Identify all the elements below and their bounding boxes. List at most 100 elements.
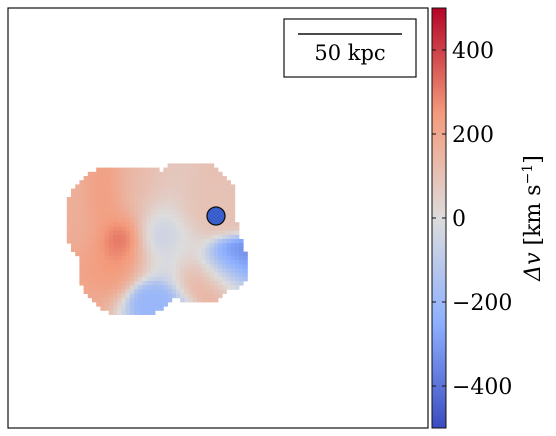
velocity-pixel	[92, 264, 97, 269]
velocity-pixel	[96, 167, 101, 173]
velocity-pixel	[176, 260, 181, 265]
velocity-pixel	[100, 281, 105, 286]
velocity-pixel	[104, 264, 110, 269]
velocity-pixel	[230, 222, 236, 227]
velocity-pixel	[171, 167, 177, 173]
velocity-pixel	[138, 234, 143, 240]
velocity-pixel	[79, 281, 84, 286]
velocity-pixel	[83, 230, 89, 236]
velocity-pixel	[108, 167, 114, 173]
velocity-pixel	[83, 234, 89, 240]
velocity-pixel	[138, 184, 143, 189]
velocity-pixel	[117, 201, 122, 206]
velocity-pixel	[121, 285, 126, 290]
velocity-pixel	[117, 230, 122, 236]
velocity-pixel	[108, 310, 114, 315]
velocity-pixel	[159, 218, 164, 223]
velocity-pixel	[213, 201, 219, 206]
velocity-pixel	[201, 171, 206, 177]
velocity-pixel	[129, 243, 135, 248]
velocity-pixel	[113, 197, 118, 202]
velocity-pixel	[129, 197, 135, 202]
velocity-pixel	[71, 247, 76, 252]
velocity-pixel	[79, 247, 84, 252]
velocity-pixel	[188, 272, 194, 278]
velocity-pixel	[113, 264, 118, 269]
velocity-pixel	[121, 209, 126, 215]
colorbar-label-exponent: −1	[520, 164, 536, 185]
velocity-pixel	[79, 201, 84, 206]
velocity-pixel	[180, 289, 185, 294]
velocity-pixel	[167, 289, 173, 294]
velocity-pixel	[192, 192, 198, 198]
velocity-pixel	[150, 272, 156, 278]
colorbar-tick-label: −400	[452, 375, 512, 400]
velocity-pixel	[201, 176, 206, 181]
velocity-pixel	[226, 197, 231, 202]
velocity-pixel	[113, 213, 118, 219]
velocity-pixel	[108, 281, 114, 286]
velocity-pixel	[125, 234, 131, 240]
velocity-pixel	[142, 205, 147, 210]
velocity-pixel	[83, 272, 89, 278]
velocity-pixel	[159, 251, 164, 257]
velocity-pixel	[234, 260, 240, 265]
velocity-pixel	[100, 222, 105, 227]
velocity-pixel	[167, 171, 173, 177]
velocity-pixel	[188, 209, 194, 215]
velocity-pixel	[218, 171, 223, 177]
velocity-pixel	[201, 264, 206, 269]
velocity-pixel	[108, 293, 114, 299]
velocity-pixel	[163, 272, 168, 278]
velocity-pixel	[222, 243, 227, 248]
velocity-pixel	[113, 188, 118, 194]
velocity-pixel	[134, 247, 139, 252]
velocity-pixel	[218, 281, 223, 286]
velocity-pixel	[117, 297, 122, 303]
colorbar-ticks: 400 200 0 −200 −400	[432, 39, 512, 400]
velocity-pixel	[213, 239, 219, 244]
velocity-pixel	[134, 251, 139, 257]
velocity-pixel	[222, 276, 227, 282]
velocity-pixel	[192, 213, 198, 219]
velocity-pixel	[75, 251, 80, 257]
velocity-pixel	[192, 234, 198, 240]
velocity-pixel	[125, 293, 131, 299]
velocity-pixel	[113, 285, 118, 290]
velocity-pixel	[87, 260, 93, 265]
velocity-pixel	[79, 226, 84, 231]
velocity-pixel	[184, 230, 189, 236]
velocity-pixel	[209, 167, 215, 173]
velocity-pixel	[201, 188, 206, 194]
velocity-pixel	[184, 197, 189, 202]
velocity-pixel	[171, 268, 177, 273]
velocity-pixel	[134, 171, 139, 177]
velocity-pixel	[104, 289, 110, 294]
velocity-pixel	[150, 205, 156, 210]
velocity-pixel	[222, 251, 227, 257]
velocity-pixel	[201, 201, 206, 206]
velocity-pixel	[66, 234, 72, 240]
velocity-pixel	[226, 243, 231, 248]
velocity-pixel	[92, 251, 97, 257]
velocity-pixel	[192, 201, 198, 206]
velocity-pixel	[159, 176, 164, 181]
velocity-pixel	[92, 281, 97, 286]
velocity-pixel	[197, 167, 202, 173]
velocity-pixel	[192, 176, 198, 181]
velocity-pixel	[83, 276, 89, 282]
velocity-pixel	[222, 255, 227, 261]
velocity-pixel	[66, 239, 72, 244]
velocity-pixel	[129, 297, 135, 303]
velocity-pixel	[205, 255, 210, 261]
velocity-pixel	[129, 184, 135, 189]
velocity-pixel	[113, 184, 118, 189]
velocity-pixel	[87, 272, 93, 278]
velocity-pixel	[205, 264, 210, 269]
velocity-pixel	[205, 297, 210, 303]
velocity-pixel	[125, 213, 131, 219]
velocity-pixel	[218, 176, 223, 181]
velocity-pixel	[226, 234, 231, 240]
velocity-pixel	[218, 180, 223, 185]
